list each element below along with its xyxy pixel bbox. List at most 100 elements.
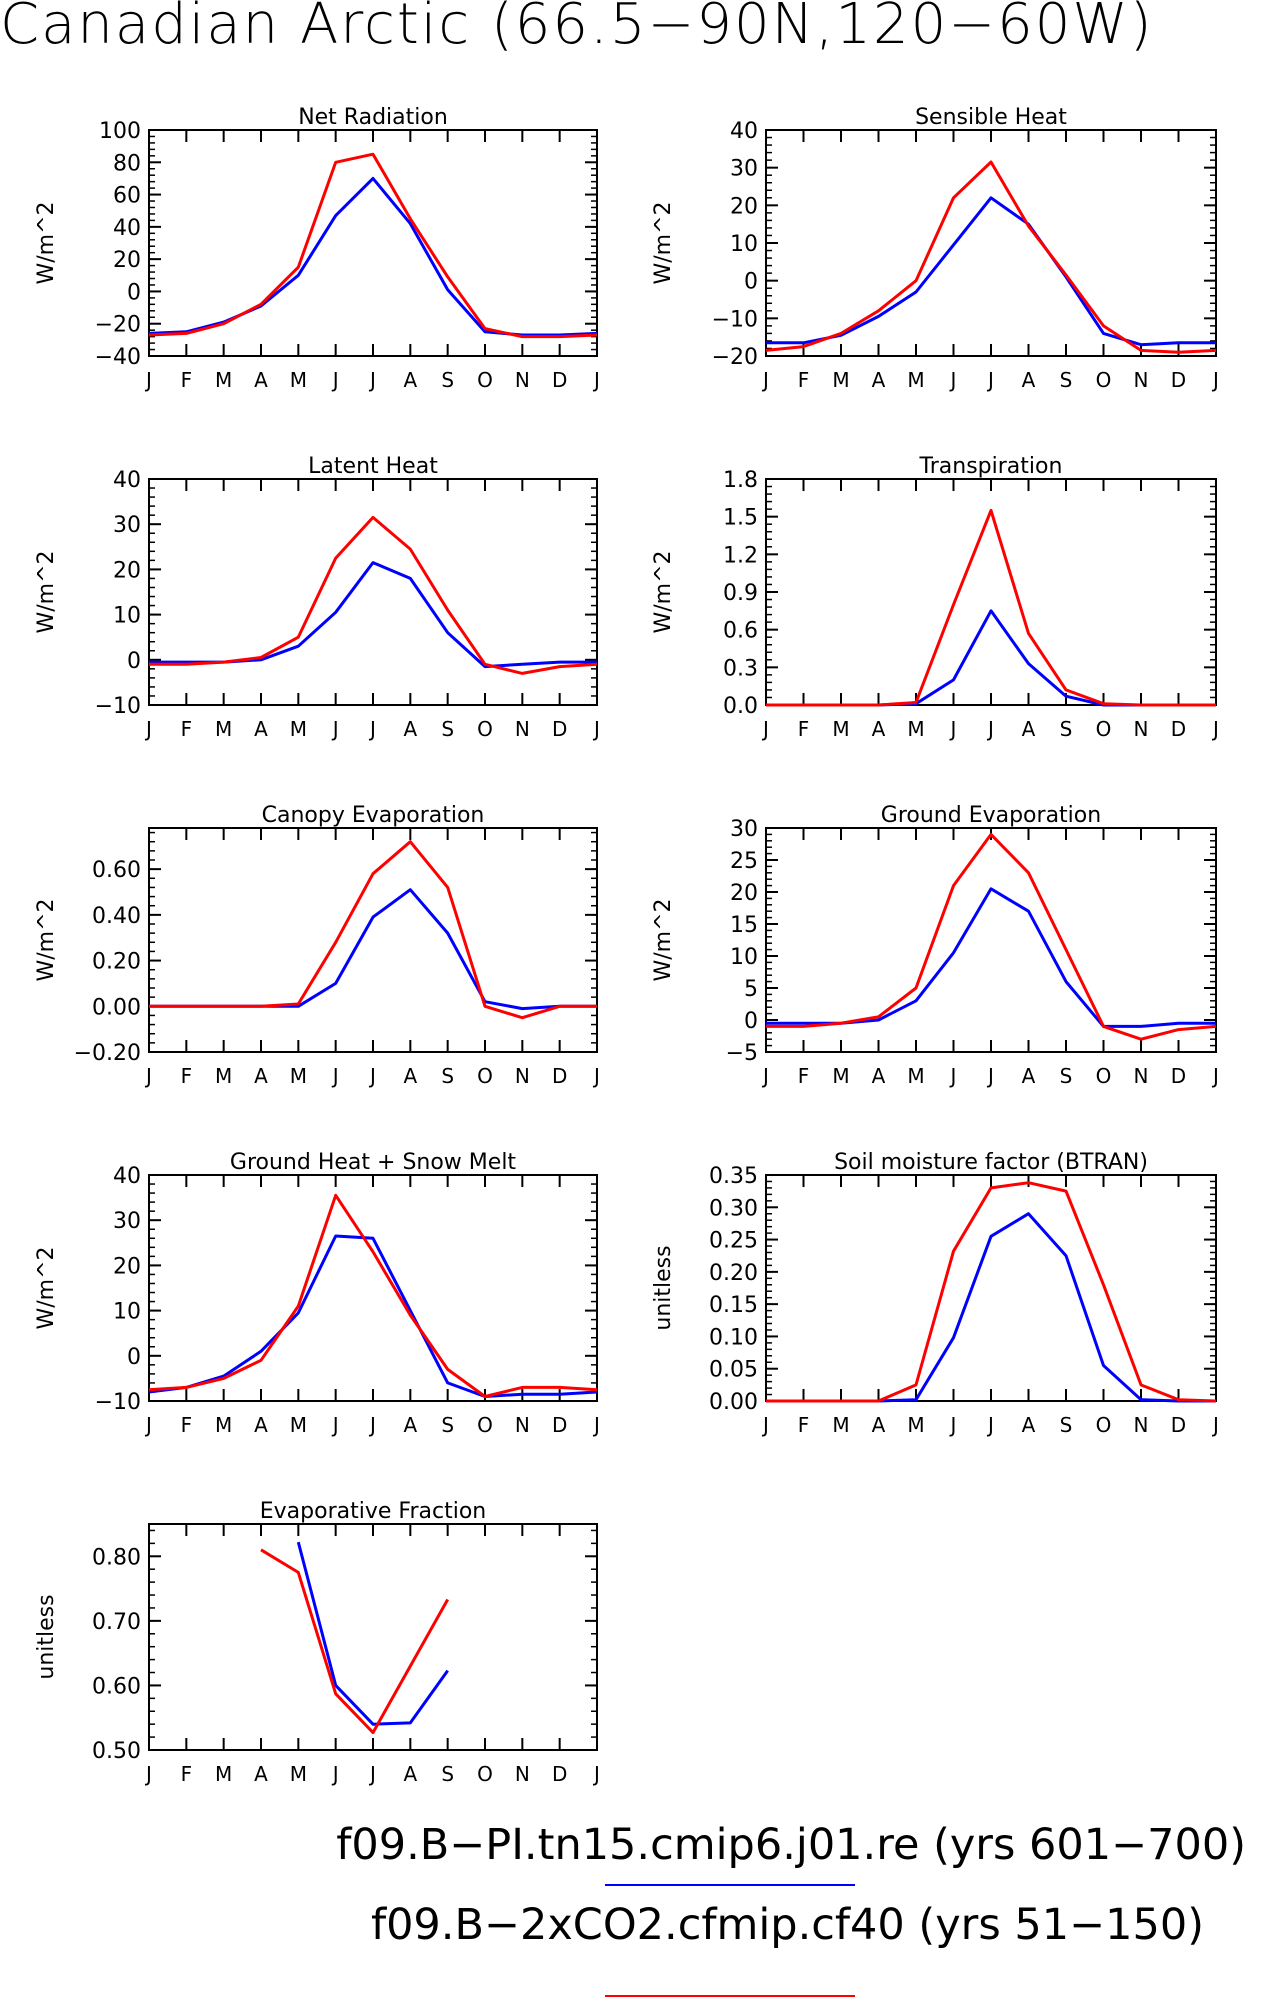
y-tick-label: 0.30 xyxy=(709,1196,758,1221)
chart-title: Sensible Heat xyxy=(915,105,1067,130)
x-tick-label: J xyxy=(1211,717,1219,741)
y-axis-label: W/m^2 xyxy=(34,898,59,981)
x-tick-label: J xyxy=(368,1064,376,1088)
series-line-blue xyxy=(149,561,597,669)
y-tick-label: 0.40 xyxy=(92,904,141,929)
x-tick-label: J xyxy=(368,368,376,392)
y-tick-label: 30 xyxy=(730,157,758,182)
x-tick-label: D xyxy=(552,1762,567,1786)
y-tick-label: 30 xyxy=(113,1209,141,1234)
y-tick-label: 0 xyxy=(127,280,141,305)
x-tick-label: S xyxy=(441,1413,454,1437)
x-tick-label: D xyxy=(1171,1064,1186,1088)
x-tick-label: A xyxy=(1022,368,1036,392)
y-tick-label: −20 xyxy=(712,345,758,370)
x-tick-label: J xyxy=(761,1064,769,1088)
x-tick-label: J xyxy=(592,1762,600,1786)
x-tick-label: M xyxy=(290,1762,307,1786)
x-tick-label: D xyxy=(552,368,567,392)
x-tick-label: J xyxy=(592,717,600,741)
x-tick-label: O xyxy=(477,1064,493,1088)
x-tick-label: M xyxy=(290,1413,307,1437)
x-tick-label: J xyxy=(986,717,994,741)
y-tick-label: 0.05 xyxy=(709,1358,758,1383)
chart-title: Ground Evaporation xyxy=(881,803,1101,828)
y-tick-label: 0.10 xyxy=(709,1325,758,1350)
plot-frame xyxy=(148,129,598,357)
y-tick-label: 10 xyxy=(113,604,141,629)
x-tick-label: M xyxy=(215,368,232,392)
plot-frame xyxy=(765,1174,1217,1402)
x-tick-label: F xyxy=(181,368,193,392)
x-tick-label: S xyxy=(1060,1413,1073,1437)
y-tick-label: 0.00 xyxy=(92,995,141,1020)
x-tick-label: A xyxy=(403,368,417,392)
x-tick-label: M xyxy=(832,368,849,392)
series-line-red xyxy=(148,1193,598,1398)
chart-title: Canopy Evaporation xyxy=(262,803,485,828)
y-tick-label: −10 xyxy=(712,307,758,332)
x-tick-label: M xyxy=(215,1064,232,1088)
x-tick-label: S xyxy=(1060,368,1073,392)
x-tick-label: N xyxy=(515,1762,530,1786)
y-axis-label: unitless xyxy=(651,1245,676,1330)
series-line-red xyxy=(260,1548,450,1735)
x-tick-label: J xyxy=(1211,1064,1219,1088)
x-tick-label: O xyxy=(1096,1413,1112,1437)
chart-title: Evaporative Fraction xyxy=(260,1499,486,1524)
x-tick-label: M xyxy=(290,717,307,741)
y-tick-label: 0 xyxy=(127,649,141,674)
x-tick-label: O xyxy=(477,717,493,741)
y-axis-label: W/m^2 xyxy=(34,550,59,633)
x-tick-label: A xyxy=(254,1413,268,1437)
y-axis-label: W/m^2 xyxy=(651,898,676,981)
series-line-blue xyxy=(766,196,1216,347)
plot-frame xyxy=(148,827,598,1053)
x-tick-label: A xyxy=(872,717,886,741)
x-tick-label: J xyxy=(368,1413,376,1437)
x-tick-label: M xyxy=(832,1413,849,1437)
x-tick-label: J xyxy=(949,1064,957,1088)
y-tick-label: 0 xyxy=(744,1009,758,1034)
x-tick-label: J xyxy=(144,1064,152,1088)
x-tick-label: J xyxy=(144,717,152,741)
y-tick-label: −40 xyxy=(95,345,141,370)
x-tick-label: O xyxy=(477,368,493,392)
x-tick-label: M xyxy=(907,368,924,392)
x-tick-label: J xyxy=(331,1064,339,1088)
y-axis-label: W/m^2 xyxy=(651,201,676,284)
x-tick-label: J xyxy=(331,1762,339,1786)
y-tick-label: 100 xyxy=(99,119,141,144)
series-line-red xyxy=(766,508,1216,707)
y-tick-label: 80 xyxy=(113,151,141,176)
x-tick-label: A xyxy=(1022,1413,1036,1437)
x-tick-label: O xyxy=(477,1413,493,1437)
x-tick-label: J xyxy=(144,1413,152,1437)
y-tick-label: 15 xyxy=(730,913,758,938)
y-tick-label: 0.20 xyxy=(92,950,141,975)
x-tick-label: D xyxy=(1171,368,1186,392)
y-tick-label: 20 xyxy=(730,194,758,219)
legend-swatch-red xyxy=(605,1995,855,1997)
y-tick-label: 30 xyxy=(730,817,758,842)
x-tick-label: S xyxy=(441,717,454,741)
y-tick-label: 0.60 xyxy=(92,1674,141,1699)
plot-frame xyxy=(148,1523,598,1751)
x-tick-label: J xyxy=(368,1762,376,1786)
y-tick-label: −5 xyxy=(726,1041,758,1066)
y-tick-label: 40 xyxy=(113,468,141,493)
y-tick-label: 40 xyxy=(113,216,141,241)
x-tick-label: N xyxy=(1134,717,1149,741)
x-tick-label: M xyxy=(215,717,232,741)
legend-swatch-blue xyxy=(605,1884,855,1886)
x-tick-label: A xyxy=(403,1064,417,1088)
x-tick-label: S xyxy=(441,1064,454,1088)
y-axis-label: unitless xyxy=(34,1594,59,1679)
x-tick-label: J xyxy=(331,717,339,741)
